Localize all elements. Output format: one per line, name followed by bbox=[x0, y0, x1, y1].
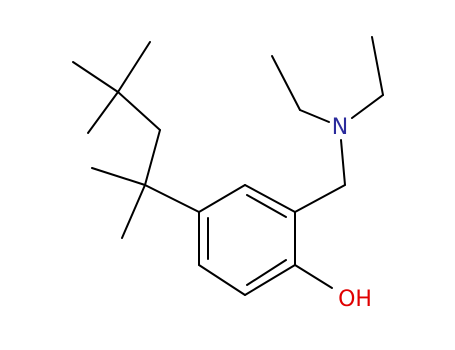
bond bbox=[117, 41, 151, 93]
bond bbox=[198, 184, 246, 213]
bond bbox=[244, 184, 296, 213]
bond bbox=[244, 264, 296, 296]
bond bbox=[340, 139, 346, 186]
atom-label: OH bbox=[338, 287, 372, 312]
bond bbox=[144, 184, 200, 213]
bond bbox=[121, 184, 146, 239]
bond bbox=[198, 264, 246, 296]
bond bbox=[271, 55, 301, 111]
bond bbox=[72, 61, 119, 93]
bond bbox=[294, 184, 346, 213]
bond bbox=[117, 91, 161, 131]
bond bbox=[144, 129, 161, 186]
atom-label: N bbox=[332, 115, 348, 140]
bonds bbox=[72, 36, 384, 296]
bond bbox=[87, 91, 119, 134]
bond bbox=[371, 36, 384, 96]
bond bbox=[351, 94, 384, 119]
bond bbox=[299, 109, 330, 123]
double-bond bbox=[246, 259, 287, 286]
bond bbox=[294, 264, 333, 289]
double-bond bbox=[246, 194, 287, 218]
bond bbox=[91, 167, 146, 186]
